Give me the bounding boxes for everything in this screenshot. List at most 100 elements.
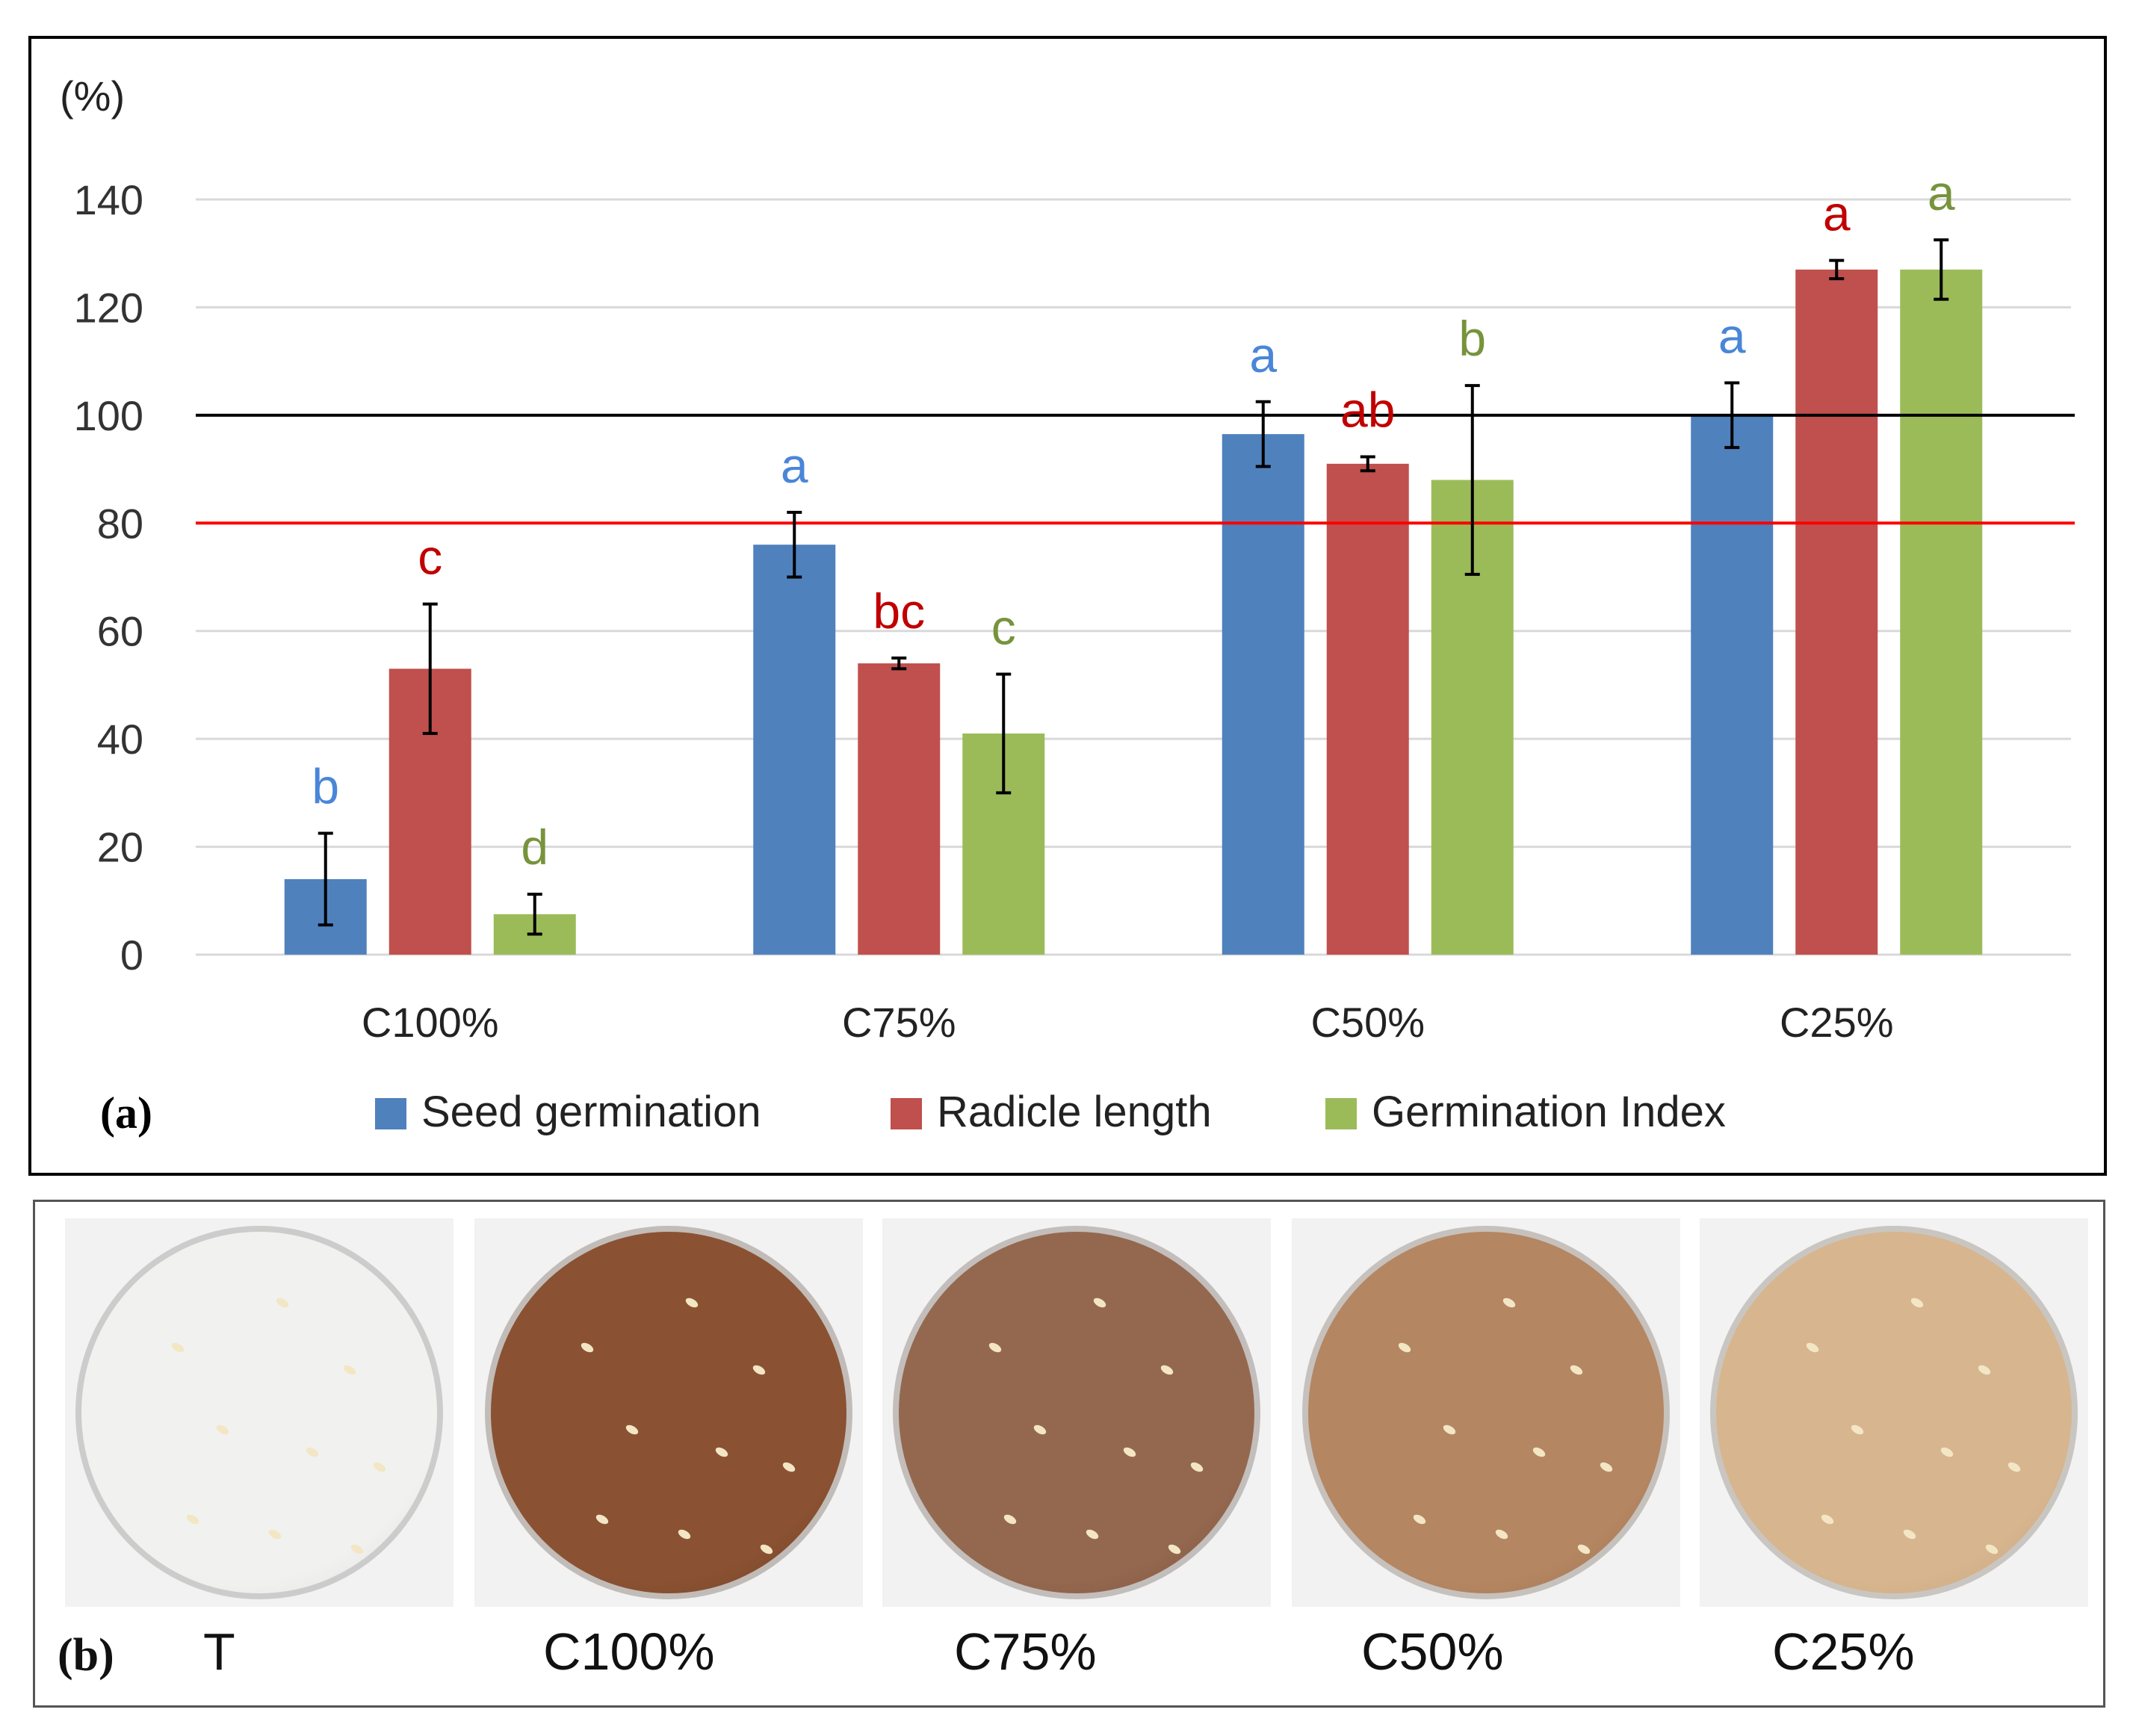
seed <box>1092 1296 1108 1309</box>
legend-label: Germination Index <box>1372 1088 1726 1136</box>
legend-label: Seed germination <box>421 1088 761 1136</box>
seed <box>1159 1363 1175 1377</box>
seed <box>1939 1445 1955 1459</box>
significance-letter: d <box>521 819 548 875</box>
seed <box>1189 1460 1205 1474</box>
seed <box>341 1363 358 1377</box>
seed <box>1396 1341 1413 1354</box>
legend-label: Radicle length <box>937 1088 1212 1136</box>
seed <box>1568 1363 1585 1377</box>
seed <box>579 1341 595 1354</box>
x-tick-label: C50% <box>1310 999 1425 1046</box>
photo-label: C100% <box>543 1622 715 1681</box>
seed <box>1121 1445 1138 1459</box>
seed <box>758 1543 775 1556</box>
seed <box>214 1423 231 1436</box>
x-tick-label: C100% <box>362 999 499 1046</box>
bars <box>284 269 1983 955</box>
seed <box>1576 1543 1592 1556</box>
photo-label: C50% <box>1361 1622 1504 1681</box>
petri-dish <box>1710 1226 2078 1599</box>
photo-label: C25% <box>1772 1622 1915 1681</box>
seed <box>349 1543 365 1556</box>
seed <box>594 1513 610 1526</box>
panel-a-tag: (a) <box>100 1088 152 1138</box>
seed <box>1819 1513 1836 1526</box>
seed <box>1901 1528 1918 1541</box>
petri-dish-photo <box>474 1218 863 1607</box>
legend-swatch <box>375 1098 406 1129</box>
seed <box>1976 1363 1993 1377</box>
seed <box>274 1296 291 1309</box>
significance-letter: b <box>312 759 339 814</box>
seed <box>1531 1445 1547 1459</box>
significance-letter: a <box>1823 186 1851 241</box>
seed <box>676 1528 693 1541</box>
gridlines <box>196 198 2071 956</box>
significance-letter: bc <box>873 583 925 639</box>
significance-letter: a <box>1249 327 1277 382</box>
y-axis-ticks: 0 20 40 60 80 100 120 140 <box>74 176 143 979</box>
panel-b-tag: (b) <box>58 1630 114 1681</box>
petri-dish-photo <box>882 1218 1271 1607</box>
seed <box>1598 1460 1615 1474</box>
bar <box>1900 269 1983 955</box>
seed <box>1411 1513 1428 1526</box>
seed <box>1084 1528 1100 1541</box>
seed <box>1909 1296 1925 1309</box>
significance-letter: b <box>1458 311 1486 366</box>
seed <box>781 1460 797 1474</box>
legend: Seed germination Radicle length Germinatio… <box>375 1088 1726 1136</box>
bar <box>1691 415 1774 955</box>
x-tick-label: C25% <box>1780 999 1894 1046</box>
seed <box>1002 1513 1018 1526</box>
seed <box>1032 1423 1048 1436</box>
legend-swatch <box>891 1098 922 1129</box>
significance-letter: ab <box>1340 382 1395 437</box>
legend-swatch <box>1325 1098 1357 1129</box>
photo-label: T <box>203 1622 235 1681</box>
chart-panel-a: 0 20 40 60 80 100 120 140 b c d a bc c a ab b a a a C100% C… <box>28 36 2107 1176</box>
seed <box>713 1445 730 1459</box>
y-tick-label: 20 <box>97 824 143 871</box>
bar <box>1326 463 1409 955</box>
seed <box>170 1341 186 1354</box>
y-tick-label: 60 <box>97 608 143 655</box>
petri-dish-photo <box>65 1218 453 1607</box>
seed <box>624 1423 640 1436</box>
seed <box>1166 1543 1183 1556</box>
seed <box>1441 1423 1458 1436</box>
petri-dish <box>485 1226 852 1599</box>
bar <box>858 663 941 955</box>
seed <box>1849 1423 1866 1436</box>
y-tick-label: 120 <box>74 284 143 331</box>
petri-dish-photo <box>1292 1218 1680 1607</box>
y-unit-label: (%) <box>60 72 125 120</box>
petri-dish <box>1302 1226 1670 1599</box>
seed <box>371 1460 388 1474</box>
y-tick-label: 0 <box>120 931 143 979</box>
bar <box>1795 269 1878 955</box>
seed <box>2006 1460 2022 1474</box>
bar <box>753 545 836 955</box>
x-axis-labels: C100% C75% C50% C25% <box>362 999 1894 1046</box>
seed <box>684 1296 700 1309</box>
seed <box>1804 1341 1821 1354</box>
petri-dish <box>75 1226 443 1599</box>
seed <box>267 1528 283 1541</box>
photo-label: C75% <box>954 1622 1097 1681</box>
seed <box>987 1341 1003 1354</box>
seed <box>751 1363 767 1377</box>
y-tick-label: 100 <box>74 392 143 439</box>
seed <box>1501 1296 1517 1309</box>
y-tick-label: 140 <box>74 176 143 223</box>
petri-dish <box>893 1226 1260 1599</box>
x-tick-label: C75% <box>842 999 956 1046</box>
error-bars <box>318 238 1949 936</box>
significance-letter: a <box>781 438 808 493</box>
significance-letter: a <box>1928 165 1955 220</box>
significance-letter: c <box>418 530 442 585</box>
y-tick-label: 80 <box>97 500 143 547</box>
